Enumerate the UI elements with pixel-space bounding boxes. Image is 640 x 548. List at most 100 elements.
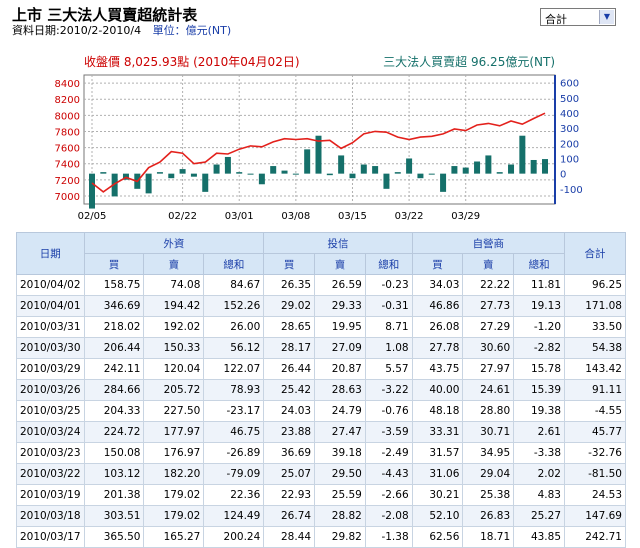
period-text: 資料日期:2010/2-2010/4 [12,24,142,37]
row-value: 30.71 [462,421,515,443]
row-value: 143.42 [564,358,626,380]
left-chart-title: 收盤價 8,025.93點 (2010年04月02日) [84,55,300,69]
left-tick-label: 8000 [55,111,80,122]
period-info: 資料日期:2010/2-2010/4 單位：億元(NT) [12,22,231,38]
netbuy-bar [89,173,95,209]
netbuy-bar [508,164,515,174]
row-value: 23.88 [263,421,316,443]
row-value: 78.93 [203,379,265,401]
row-date: 2010/03/17 [16,526,85,548]
row-value: 206.44 [83,337,145,359]
row-value: 27.09 [314,337,366,359]
row-value: 24.61 [462,379,515,401]
row-value: 62.56 [411,526,464,548]
right-tick-label: 600 [560,79,579,90]
row-value: -3.59 [364,421,413,443]
left-axis: 8400 8200 8000 7800 7600 7400 7200 7000 [55,79,80,203]
x-tick-label: 02/05 [78,211,107,222]
right-tick-label: 100 [560,154,579,165]
header-dealer: 自營商 [411,232,566,254]
table-row: 2010/03/24 224.72 177.97 46.75 23.88 27.47 -3.… [16,421,626,443]
row-value: 29.04 [462,463,515,485]
row-value: 39.18 [314,442,366,464]
netbuy-bar [338,155,345,174]
row-value: 28.80 [462,400,515,422]
row-date: 2010/03/31 [16,316,85,338]
page-title: 上市 三大法人買賣超統計表 [12,6,198,24]
row-value: 242.11 [83,358,145,380]
row-value: 26.08 [411,316,464,338]
right-chart-title: 三大法人買賣超 96.25億元(NT) [383,54,555,69]
row-date: 2010/03/18 [16,505,85,527]
row-value: 56.12 [203,337,265,359]
row-value: 31.06 [411,463,464,485]
row-value: 1.08 [364,337,413,359]
row-value: 204.33 [83,400,145,422]
row-value: -2.82 [513,337,565,359]
netbuy-bar [349,173,356,179]
x-tick-label: 03/22 [395,211,424,222]
left-tick-label: 8400 [55,79,80,90]
row-value: 26.44 [263,358,316,380]
header-dealer-sell: 賣 [462,253,515,275]
netbuy-bar [247,173,254,175]
row-value: 29.02 [263,295,316,317]
x-tick-label: 03/01 [225,211,254,222]
netbuy-bar [485,155,492,174]
netbuy-bar [496,172,503,174]
row-value: -2.66 [364,484,413,506]
row-value: 25.07 [263,463,316,485]
row-value: 22.22 [462,274,515,296]
row-value: -1.20 [513,316,565,338]
row-value: 365.50 [83,526,145,548]
row-value: 28.82 [314,505,366,527]
header-foreign-sell: 賣 [143,253,205,275]
row-date: 2010/04/01 [16,295,85,317]
category-select[interactable]: 合計 ▼ [540,8,616,26]
row-value: -3.22 [364,379,413,401]
table-row: 2010/04/01 346.69 194.42 152.26 29.02 29.33 -0… [16,295,626,317]
row-value: 150.33 [143,337,205,359]
row-value: 124.49 [203,505,265,527]
row-value: 15.78 [513,358,565,380]
right-tick-label: 0 [560,170,566,181]
row-value: 176.97 [143,442,205,464]
row-value: 29.50 [314,463,366,485]
netbuy-bar [202,173,209,192]
netbuy-bar [394,172,401,174]
row-value: 29.82 [314,526,366,548]
netbuy-bar [100,172,107,174]
row-value: 205.72 [143,379,205,401]
netbuy-bar [519,135,526,174]
netbuy-bar [179,169,186,174]
x-tick-label: 02/22 [168,211,197,222]
row-value: 218.02 [83,316,145,338]
row-value: 26.00 [203,316,265,338]
netbuy-bar [304,149,311,174]
chevron-down-icon[interactable]: ▼ [599,10,614,24]
left-tick-label: 7800 [55,127,80,138]
institutional-trading-table: 日期 外資 投信 自營商 合計 買 賣 總和 買 賣 總和 買 賣 總和 201… [16,232,626,548]
row-value: 84.67 [203,274,265,296]
row-value: -32.76 [564,442,626,464]
row-value: 182.20 [143,463,205,485]
row-value: 179.02 [143,505,205,527]
header-dealer-buy: 買 [411,253,464,275]
row-value: -1.38 [364,526,413,548]
netbuy-bar [168,173,175,179]
table-row: 2010/03/23 150.08 176.97 -26.89 36.69 39.18 -2… [16,442,626,464]
row-value: 15.39 [513,379,565,401]
netbuy-bar [542,159,548,174]
row-value: 120.04 [143,358,205,380]
row-value: 33.50 [564,316,626,338]
row-value: 28.44 [263,526,316,548]
close-price-line [91,112,546,193]
row-value: 19.38 [513,400,565,422]
header-total: 合計 [564,232,626,275]
x-tick-label: 03/15 [338,211,367,222]
table-row: 2010/03/30 206.44 150.33 56.12 28.17 27.09 1.0… [16,337,626,359]
table-row: 2010/03/26 284.66 205.72 78.93 25.42 28.63 -3.… [16,379,626,401]
header-date: 日期 [16,232,85,275]
right-tick-label: 300 [560,124,579,135]
row-value: 26.74 [263,505,316,527]
